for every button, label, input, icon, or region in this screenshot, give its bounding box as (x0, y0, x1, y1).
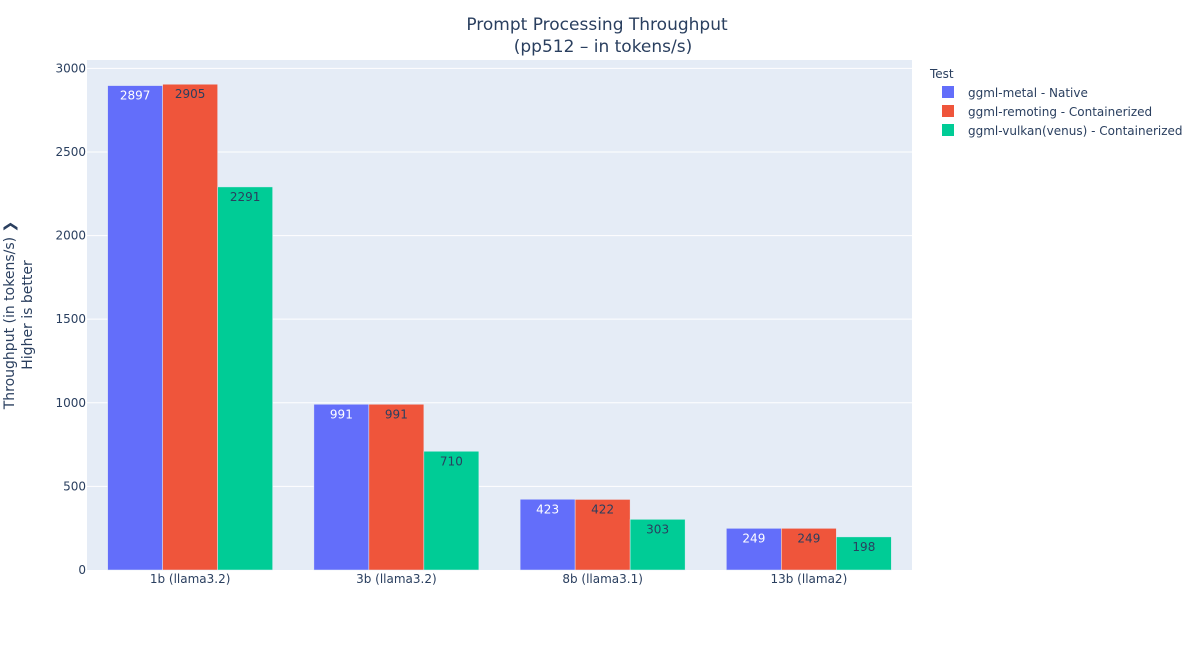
legend-label: ggml-remoting - Containerized (968, 105, 1152, 119)
x-tick-label: 3b (llama3.2) (356, 572, 437, 586)
data-label: 249 (797, 531, 820, 545)
bar[interactable] (423, 451, 480, 571)
data-label: 422 (591, 502, 614, 516)
bar[interactable] (836, 536, 892, 571)
data-label: 991 (330, 407, 353, 421)
bar[interactable] (781, 528, 837, 571)
legend[interactable]: Test ggml-metal - Native ggml-remoting - … (929, 67, 1183, 138)
y-tick-label: 2000 (55, 229, 86, 243)
bar[interactable] (107, 85, 163, 571)
bar[interactable] (313, 404, 370, 571)
y-tick-label: 1500 (55, 312, 86, 326)
legend-item[interactable]: ggml-metal - Native (942, 86, 1088, 100)
bar[interactable] (368, 404, 425, 571)
legend-swatch (942, 124, 954, 136)
chart-subtitle: (pp512 – in tokens/s) (514, 37, 692, 57)
data-label: 991 (385, 407, 408, 421)
legend-item[interactable]: ggml-remoting - Containerized (942, 105, 1152, 119)
data-label: 423 (536, 502, 559, 516)
bar[interactable] (629, 519, 686, 571)
data-label: 2905 (175, 87, 206, 101)
chart-title: Prompt Processing Throughput (466, 15, 728, 35)
legend-label: ggml-metal - Native (968, 86, 1088, 100)
data-label: 198 (852, 540, 875, 554)
bar[interactable] (162, 83, 218, 571)
data-label: 303 (646, 522, 669, 536)
legend-swatch (942, 86, 954, 98)
legend-items[interactable]: ggml-metal - Native ggml-remoting - Conta… (942, 86, 1183, 138)
legend-title: Test (929, 67, 954, 81)
x-tick-label: 1b (llama3.2) (150, 572, 231, 586)
data-label: 2291 (230, 190, 261, 204)
bar[interactable] (726, 528, 782, 571)
data-labels: 2897 2905 2291 991 991 710 423 422 303 249 249 198 (120, 87, 875, 554)
y-tick-label: 2500 (55, 145, 86, 159)
y-axis-label: Throughput (in tokens/s) ❯ (2, 221, 18, 411)
x-tick-label: 13b (llama2) (770, 572, 847, 586)
bar[interactable] (217, 186, 273, 571)
data-label: 710 (440, 454, 463, 468)
data-label: 249 (742, 531, 765, 545)
x-tick-label: 8b (llama3.1) (562, 572, 643, 586)
data-label: 2897 (120, 89, 151, 103)
x-axis-ticks: 1b (llama3.2) 3b (llama3.2) 8b (llama3.1) 1… (150, 572, 847, 586)
bar[interactable] (574, 499, 631, 571)
y-tick-label: 0 (78, 563, 86, 577)
y-axis-ticks: 0 500 1000 1500 2000 2500 3000 (55, 61, 86, 577)
legend-label: ggml-vulkan(venus) - Containerized (968, 124, 1183, 138)
y-tick-label: 3000 (55, 61, 86, 75)
y-tick-label: 500 (63, 479, 86, 493)
bar[interactable] (519, 499, 576, 571)
bars (107, 83, 892, 571)
legend-swatch (942, 105, 954, 117)
y-axis-sublabel: Higher is better (20, 260, 36, 370)
legend-item[interactable]: ggml-vulkan(venus) - Containerized (942, 124, 1183, 138)
y-tick-label: 1000 (55, 396, 86, 410)
